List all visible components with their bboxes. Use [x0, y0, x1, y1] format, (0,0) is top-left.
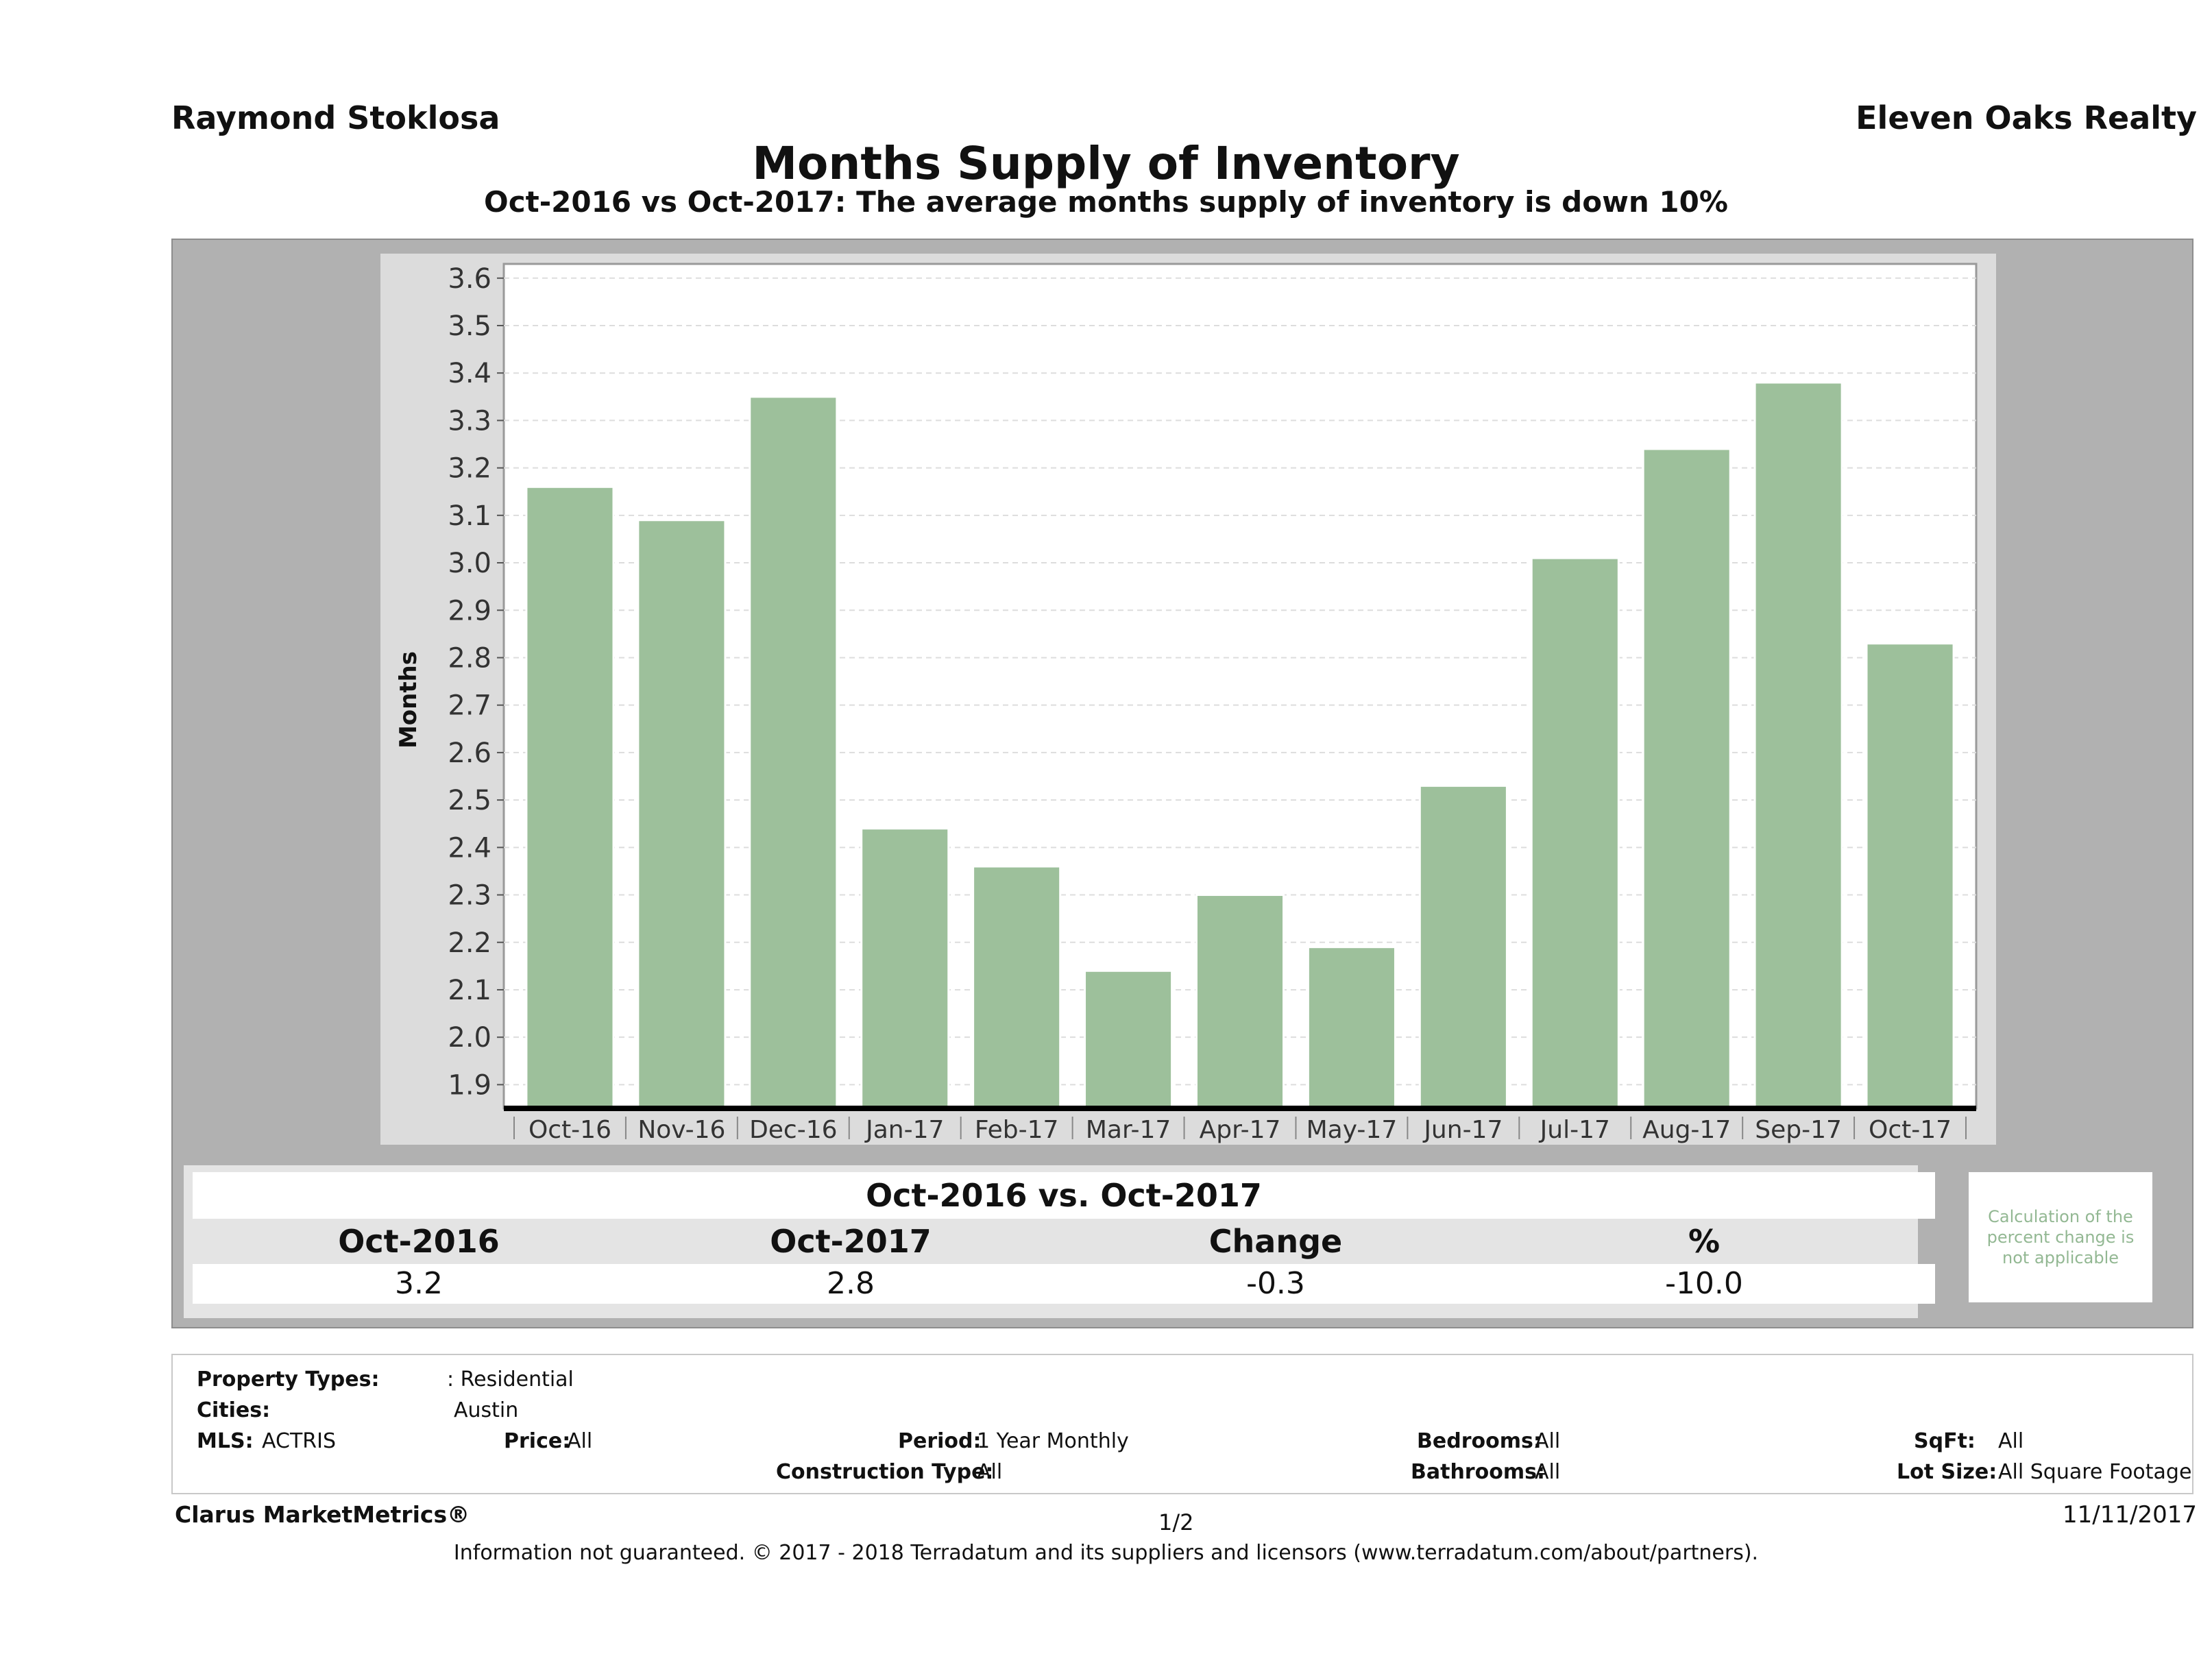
agent-name: Raymond Stoklosa: [171, 99, 500, 136]
y-tick-label: 2.4: [448, 832, 491, 864]
y-tick-label: 2.6: [448, 738, 491, 769]
percent-change-note: Calculation of the percent change is not…: [1969, 1172, 2152, 1302]
summary-title: Oct-2016 vs. Oct-2017: [193, 1172, 1935, 1219]
x-tick-label: Jul-17: [1539, 1116, 1610, 1144]
bar-chart: 1.9 2.0 2.1 2.2 2.3 2.4 2.5 2.6 2.7 2.8 2.9 3.0 3.1 3…: [395, 263, 1978, 1144]
lot-size-value: All Square Footage: [1998, 1460, 2192, 1484]
summary-header-oct-2017: Oct-2017: [770, 1223, 932, 1260]
bar-feb-17: [972, 865, 1062, 1110]
y-tick-label: 2.1: [448, 975, 491, 1006]
x-tick-label: Apr-17: [1200, 1116, 1281, 1144]
bathrooms-value: All: [1535, 1460, 1561, 1484]
summary-header-oct-2016: Oct-2016: [338, 1223, 500, 1260]
x-tick-label: Sep-17: [1755, 1116, 1842, 1144]
lot-size-label: Lot Size:: [1897, 1460, 1997, 1484]
sqft-label: SqFt:: [1914, 1429, 1976, 1453]
summary-header-percent: %: [1688, 1223, 1721, 1260]
y-tick-label: 3.3: [448, 405, 491, 437]
x-tick-label: Oct-16: [528, 1116, 611, 1144]
y-tick-label: 3.4: [448, 358, 491, 389]
report-subtitle: Oct-2016 vs Oct-2017: The average months…: [484, 185, 1728, 219]
chart-area: 1.9 2.0 2.1 2.2 2.3 2.4 2.5 2.6 2.7 2.8 2.9 3.0 3.1 3…: [380, 254, 1996, 1145]
y-tick-label: 2.5: [448, 785, 491, 816]
footer-brand: Clarus MarketMetrics®: [175, 1501, 470, 1528]
y-tick-label: 2.0: [448, 1022, 491, 1054]
x-tick-label: May-17: [1306, 1116, 1398, 1144]
sqft-value: All: [1998, 1429, 2024, 1453]
property-types-value: : Residential: [447, 1367, 574, 1391]
bar-oct-17: [1865, 642, 1955, 1110]
bar-apr-17: [1195, 894, 1285, 1110]
x-tick-label: Oct-17: [1869, 1116, 1952, 1144]
y-tick-label: 2.2: [448, 927, 491, 959]
summary-value-change: -0.3: [1246, 1266, 1305, 1301]
chart-panel: 1.9 2.0 2.1 2.2 2.3 2.4 2.5 2.6 2.7 2.8 2.9 3.0 3.1 3…: [171, 239, 2193, 1328]
construction-type-value: All: [977, 1460, 1003, 1484]
mls-value: ACTRIS: [262, 1429, 337, 1453]
price-value: All: [567, 1429, 593, 1453]
y-axis-title: Months: [395, 651, 422, 749]
summary-header-change: Change: [1208, 1223, 1343, 1260]
y-tick-label: 2.9: [448, 595, 491, 627]
summary-table: Oct-2016 vs. Oct-2017 Oct-2016 Oct-2017 …: [184, 1165, 1935, 1318]
bar-nov-16: [637, 519, 727, 1110]
percent-change-note-text: Calculation of the percent change is not…: [1986, 1207, 2135, 1267]
mls-label: MLS:: [197, 1429, 254, 1453]
x-tick-label: Nov-16: [637, 1116, 725, 1144]
y-tick-label: 2.7: [448, 690, 491, 722]
company-name: Eleven Oaks Realty: [1856, 99, 2197, 136]
summary-value-percent: -10.0: [1665, 1266, 1743, 1301]
price-label: Price:: [504, 1429, 571, 1453]
page-number: 1/2: [1158, 1509, 1194, 1535]
report-title: Months Supply of Inventory: [752, 137, 1460, 190]
period-label: Period:: [898, 1429, 982, 1453]
summary-value-row: 3.2 2.8 -0.3 -10.0: [193, 1264, 1935, 1304]
bar-may-17: [1306, 946, 1396, 1110]
construction-type-label: Construction Type:: [776, 1460, 994, 1484]
x-tick-label: Aug-17: [1642, 1116, 1731, 1144]
y-tick-label: 3.0: [448, 548, 491, 579]
bar-jun-17: [1418, 784, 1508, 1110]
summary-value-oct-2016: 3.2: [395, 1266, 443, 1301]
x-tick-label: Jan-17: [864, 1116, 944, 1144]
disclaimer: Information not guaranteed. © 2017 - 201…: [453, 1541, 1759, 1565]
period-value: 1 Year Monthly: [977, 1429, 1129, 1453]
bar-jan-17: [860, 827, 950, 1110]
bedrooms-value: All: [1535, 1429, 1561, 1453]
search-criteria: Property Types: : Residential Cities: Au…: [171, 1354, 2193, 1494]
y-tick-label: 2.8: [448, 642, 491, 674]
x-tick-label: Dec-16: [749, 1116, 837, 1144]
report-date: 11/11/2017: [2063, 1501, 2197, 1529]
x-tick-label: Feb-17: [975, 1116, 1059, 1144]
y-tick-label: 3.2: [448, 453, 491, 485]
bar-oct-16: [525, 485, 615, 1110]
bar-dec-16: [749, 396, 838, 1110]
bar-sep-17: [1753, 381, 1843, 1110]
x-tick-label: Jun-17: [1422, 1116, 1503, 1144]
bar-aug-17: [1642, 448, 1731, 1110]
cities-value: Austin: [454, 1398, 519, 1422]
cities-label: Cities:: [197, 1398, 271, 1422]
y-tick-label: 2.3: [448, 880, 491, 912]
y-tick-label: 3.1: [448, 500, 491, 532]
bar-jul-17: [1530, 557, 1620, 1110]
y-tick-label: 3.6: [448, 263, 491, 295]
y-tick-label: 3.5: [448, 311, 491, 342]
y-tick-label: 1.9: [448, 1069, 491, 1101]
bathrooms-label: Bathrooms:: [1411, 1460, 1545, 1484]
bedrooms-label: Bedrooms:: [1417, 1429, 1542, 1453]
summary-header-row: Oct-2016 Oct-2017 Change %: [193, 1220, 1935, 1263]
property-types-label: Property Types:: [197, 1367, 380, 1391]
bar-mar-17: [1084, 969, 1174, 1110]
x-tick-label: Mar-17: [1086, 1116, 1171, 1144]
summary-value-oct-2017: 2.8: [827, 1266, 875, 1301]
